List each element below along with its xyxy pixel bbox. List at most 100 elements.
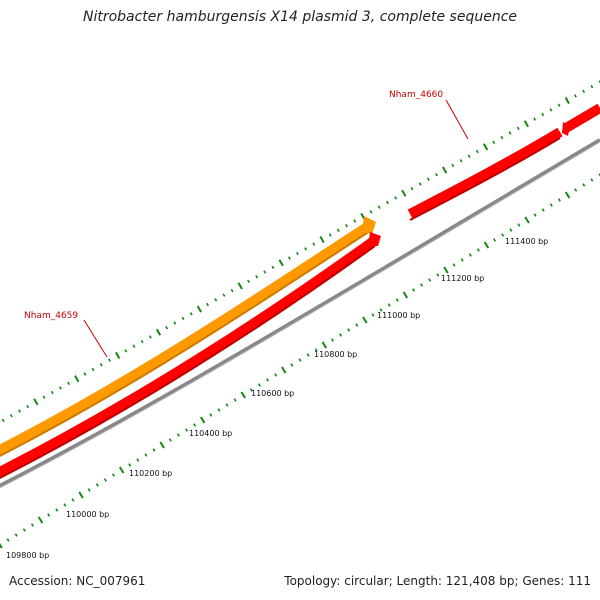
minor-tick bbox=[50, 390, 54, 395]
gene-nham-4660[interactable] bbox=[407, 127, 563, 221]
minor-tick bbox=[255, 275, 259, 279]
major-tick bbox=[401, 189, 407, 197]
minor-tick bbox=[274, 373, 278, 377]
nham-4660-label: Nham_4660 bbox=[389, 90, 443, 100]
minor-tick bbox=[353, 219, 357, 223]
minor-tick bbox=[379, 308, 383, 312]
minor-tick bbox=[428, 278, 432, 282]
scale-label: 111400 bp bbox=[505, 237, 548, 246]
minor-tick bbox=[181, 316, 185, 321]
major-tick bbox=[523, 120, 529, 128]
minor-tick bbox=[541, 112, 545, 117]
minor-tick bbox=[1, 418, 5, 423]
major-tick bbox=[237, 282, 243, 290]
scale-label: 109800 bp bbox=[6, 551, 49, 560]
scale-label: 111000 bp bbox=[377, 311, 420, 320]
minor-tick bbox=[230, 288, 234, 293]
gene-orange[interactable] bbox=[0, 216, 376, 466]
major-tick bbox=[159, 441, 165, 449]
minor-tick bbox=[386, 200, 389, 205]
minor-tick bbox=[369, 210, 373, 214]
major-tick bbox=[33, 398, 39, 406]
minor-tick bbox=[312, 242, 316, 246]
minor-tick bbox=[418, 182, 422, 186]
nham-4659-label: Nham_4659 bbox=[24, 311, 78, 321]
minor-tick bbox=[58, 386, 62, 390]
minor-tick bbox=[22, 528, 26, 532]
minor-tick bbox=[91, 367, 95, 372]
minor-tick bbox=[290, 363, 294, 367]
minor-tick bbox=[271, 265, 275, 270]
minor-tick bbox=[258, 383, 261, 387]
minor-tick bbox=[387, 303, 391, 307]
minor-tick bbox=[345, 224, 348, 228]
gene-nham-4659[interactable] bbox=[0, 232, 381, 488]
minor-tick bbox=[412, 288, 415, 292]
minor-tick bbox=[287, 256, 291, 260]
minor-tick bbox=[371, 313, 375, 317]
minor-tick bbox=[435, 173, 438, 177]
major-tick bbox=[78, 491, 84, 499]
minor-tick bbox=[347, 328, 351, 332]
scale-label: 110000 bp bbox=[66, 510, 109, 519]
minor-tick bbox=[492, 140, 496, 144]
inner-tick-track bbox=[0, 173, 600, 549]
minor-tick bbox=[410, 186, 414, 191]
minor-tick bbox=[541, 208, 545, 212]
minor-tick bbox=[328, 233, 332, 237]
minor-tick bbox=[500, 135, 504, 140]
minor-tick bbox=[517, 223, 521, 227]
minor-tick bbox=[377, 205, 381, 209]
minor-tick bbox=[516, 126, 520, 131]
major-tick bbox=[564, 191, 571, 199]
minor-tick bbox=[112, 473, 115, 477]
major-tick bbox=[196, 305, 202, 313]
major-tick bbox=[0, 543, 3, 549]
minor-tick bbox=[30, 523, 34, 527]
major-tick bbox=[37, 516, 44, 524]
major-tick bbox=[240, 391, 246, 399]
minor-tick bbox=[71, 498, 75, 502]
scale-label: 110200 bp bbox=[129, 469, 172, 478]
gene-partial-right[interactable] bbox=[562, 103, 600, 136]
minor-tick bbox=[436, 273, 440, 277]
major-tick bbox=[155, 328, 162, 336]
minor-tick bbox=[124, 349, 128, 353]
minor-tick bbox=[165, 326, 169, 330]
outer-tick-track bbox=[1, 80, 600, 423]
scale-label: 110800 bp bbox=[314, 350, 357, 359]
minor-tick bbox=[233, 398, 237, 402]
minor-tick bbox=[509, 228, 513, 232]
minor-tick bbox=[459, 159, 463, 163]
minor-tick bbox=[533, 117, 537, 121]
accession-text: Accession: NC_007961 bbox=[9, 574, 146, 588]
minor-tick bbox=[128, 463, 132, 467]
minor-tick bbox=[558, 198, 561, 202]
minor-tick bbox=[355, 323, 359, 327]
minor-tick bbox=[148, 335, 152, 339]
summary-text: Topology: circular; Length: 121,408 bp; … bbox=[284, 574, 591, 588]
major-tick bbox=[564, 97, 570, 105]
minor-tick bbox=[140, 339, 144, 344]
major-tick bbox=[443, 266, 449, 274]
minor-tick bbox=[55, 508, 59, 512]
minor-tick bbox=[185, 428, 188, 432]
minor-tick bbox=[501, 233, 505, 237]
sequence-backbone bbox=[0, 138, 600, 489]
minor-tick bbox=[9, 414, 13, 418]
minor-tick bbox=[582, 89, 586, 93]
minor-tick bbox=[339, 333, 342, 337]
minor-tick bbox=[395, 298, 399, 302]
minor-tick bbox=[193, 423, 197, 427]
minor-tick bbox=[476, 248, 480, 252]
major-tick bbox=[483, 241, 490, 249]
minor-tick bbox=[247, 279, 250, 283]
minor-tick bbox=[266, 378, 270, 382]
minor-tick bbox=[394, 196, 398, 200]
major-tick bbox=[319, 236, 325, 244]
nham-4660-leader bbox=[445, 99, 469, 140]
minor-tick bbox=[314, 348, 318, 352]
minor-tick bbox=[152, 448, 156, 452]
minor-tick bbox=[222, 293, 226, 297]
